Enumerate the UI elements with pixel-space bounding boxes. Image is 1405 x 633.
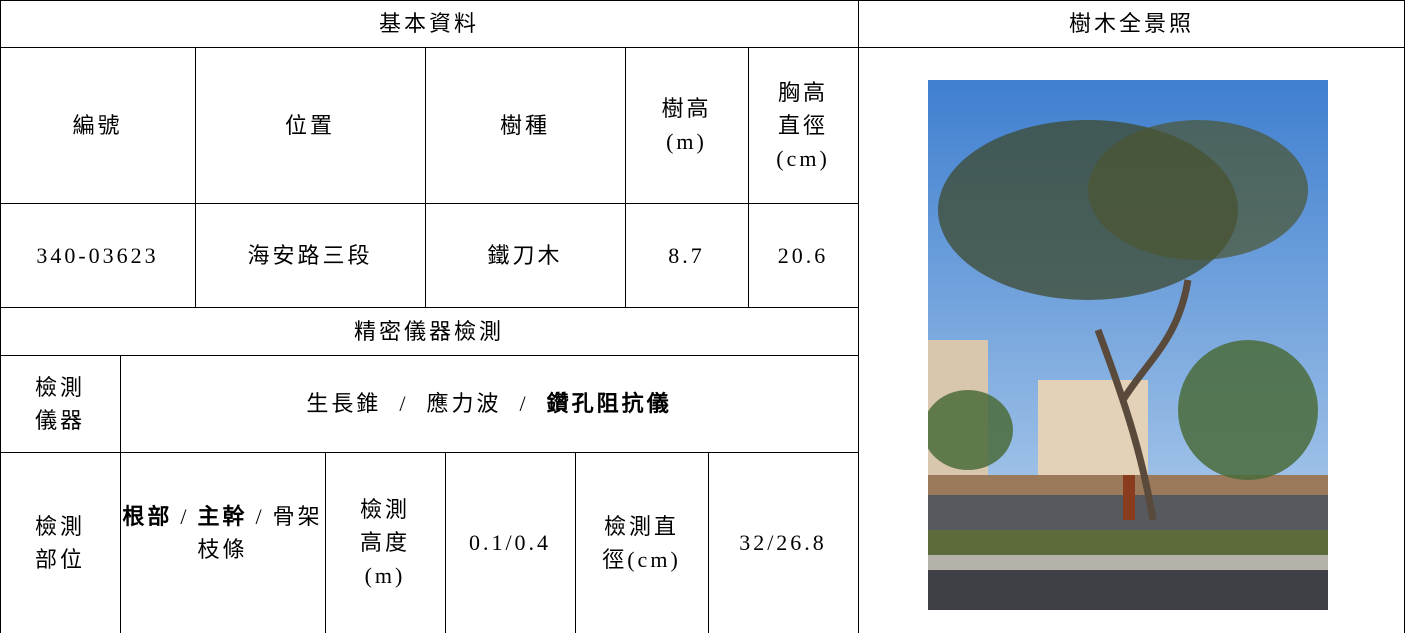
tree-photo (928, 80, 1328, 610)
cell: 20.6 (777, 242, 829, 268)
rule (445, 452, 446, 633)
part-list: 根部 / 主幹 / 骨架枝條 (120, 452, 325, 633)
column-header: 胸高 直徑 (cm) (776, 79, 830, 171)
section-title: 基本資料 (378, 11, 479, 36)
instrument: 生長錐 (306, 391, 382, 416)
separator: / (519, 391, 529, 416)
rule (858, 0, 859, 633)
rule (708, 452, 709, 633)
column-header: 位置 (284, 112, 335, 138)
part: 主幹 (197, 504, 248, 529)
rule (625, 47, 626, 307)
rule (0, 0, 1405, 1)
rule (0, 355, 858, 356)
part: 骨架枝條 (197, 504, 323, 562)
separator: / (255, 504, 265, 529)
column-header: 編號 (72, 112, 123, 138)
cell: 鐵刀木 (487, 242, 563, 268)
row-label: 檢測 儀器 (34, 374, 85, 433)
row-label: 檢測直 徑(cm) (602, 513, 681, 572)
section-title: 精密儀器檢測 (353, 318, 504, 344)
cell: 海安路三段 (247, 242, 373, 268)
row-label: 檢測 部位 (34, 513, 85, 572)
rule (425, 47, 426, 307)
rule (120, 355, 121, 633)
separator: / (180, 504, 190, 529)
cell: 32/26.8 (739, 530, 827, 555)
instrument: 鑽孔阻抗儀 (546, 391, 672, 416)
rule (0, 452, 858, 453)
cell: 340-03623 (36, 242, 159, 268)
rule (575, 452, 576, 633)
separator: / (399, 391, 409, 416)
row-label: 檢測 高度 (m) (359, 497, 410, 588)
rule (0, 47, 1405, 48)
rule (195, 47, 196, 307)
rule (0, 0, 1, 633)
rule (0, 203, 858, 204)
cell: 0.1/0.4 (468, 530, 552, 555)
part: 根部 (122, 504, 173, 529)
instrument: 應力波 (426, 391, 502, 416)
column-header: 樹高 (m) (661, 96, 712, 154)
rule (748, 47, 749, 307)
cell: 8.7 (668, 242, 705, 268)
rule (0, 307, 858, 308)
instrument-list: 生長錐 / 應力波 / 鑽孔阻抗儀 (120, 355, 858, 452)
section-title: 樹木全景照 (1068, 11, 1194, 36)
column-header: 樹種 (499, 112, 550, 138)
rule (325, 452, 326, 633)
